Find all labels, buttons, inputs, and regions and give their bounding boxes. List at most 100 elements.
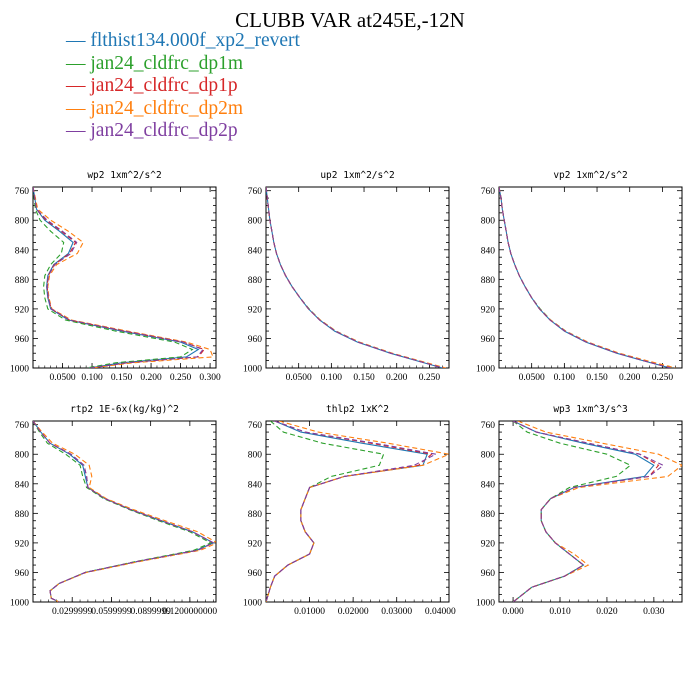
y-tick-label: 800: [15, 217, 30, 227]
chart-panel: rtp2 1E-6x(kg/kg)^2 760 800 840 880 920 960 100…: [10, 404, 217, 617]
series-line: [266, 187, 444, 368]
x-tick-label: 0.0500: [286, 373, 312, 383]
series-line: [499, 187, 672, 368]
legend-item: — jan24_cldfrc_dp2p: [66, 120, 300, 143]
x-tick-label: 0.020: [596, 607, 618, 617]
panel-title: rtp2 1E-6x(kg/kg)^2: [70, 404, 179, 415]
x-tick-label: 0.030: [643, 607, 665, 617]
y-tick-label: 880: [248, 510, 263, 520]
y-tick-label: 760: [15, 187, 30, 197]
series-line: [33, 421, 216, 602]
x-tick-label: 0.100: [81, 373, 103, 383]
x-tick-label: 0.0599999: [91, 607, 132, 617]
y-tick-label: 840: [481, 246, 496, 256]
legend-label: jan24_cldfrc_dp2m: [90, 97, 244, 119]
series-line: [512, 421, 660, 602]
y-tick-label: 960: [481, 569, 496, 579]
legend-item: — flthist134.000f_xp2_revert: [66, 30, 300, 53]
x-tick-label: 0.04000: [425, 607, 456, 617]
y-tick-label: 840: [15, 480, 30, 490]
x-tick-label: 0.000: [502, 607, 524, 617]
y-tick-label: 760: [248, 187, 263, 197]
y-tick-label: 880: [248, 276, 263, 286]
x-tick-label: 0.1200000000: [163, 607, 218, 617]
chart-panel: thlp2 1xK^2 760 800 840 880 920 960 1000 0.01000…: [243, 404, 456, 617]
legend-swatch: —: [66, 120, 91, 141]
y-tick-label: 920: [481, 305, 496, 315]
plot-frame: [32, 186, 217, 369]
y-tick-label: 920: [248, 305, 263, 315]
x-tick-label: 0.0500: [49, 373, 75, 383]
chart-panel: vp2 1xm^2/s^2 760 800 840 880 920 960 1000 0.050…: [476, 170, 683, 383]
y-tick-label: 880: [15, 510, 30, 520]
y-tick-label: 960: [248, 335, 263, 345]
legend-label: jan24_cldfrc_dp1m: [90, 52, 244, 74]
y-tick-label: 1000: [10, 599, 29, 609]
series-line: [266, 421, 385, 602]
y-tick-label: 760: [481, 421, 496, 431]
panel-title: up2 1xm^2/s^2: [320, 170, 394, 181]
y-tick-label: 800: [481, 451, 496, 461]
panel-title: wp3 1xm^3/s^3: [553, 404, 627, 415]
y-tick-label: 760: [15, 421, 30, 431]
y-tick-label: 800: [248, 217, 263, 227]
series-line: [266, 421, 438, 602]
y-tick-label: 1000: [243, 599, 262, 609]
y-tick-label: 840: [248, 480, 263, 490]
y-tick-label: 760: [248, 421, 263, 431]
plot-frame: [265, 420, 450, 603]
x-tick-label: 0.02000: [338, 607, 369, 617]
series-line: [266, 187, 443, 368]
x-tick-label: 0.100: [554, 373, 576, 383]
y-tick-label: 960: [15, 335, 30, 345]
series-line: [512, 421, 682, 602]
y-tick-label: 840: [15, 246, 30, 256]
y-tick-label: 960: [15, 569, 30, 579]
y-tick-label: 1000: [476, 599, 495, 609]
legend: — flthist134.000f_xp2_revert — jan24_cld…: [66, 30, 300, 143]
chart-panel: up2 1xm^2/s^2 760 800 840 880 920 960 1000 0.050…: [243, 170, 450, 383]
legend-label: jan24_cldfrc_dp1p: [90, 75, 238, 96]
series-line: [33, 187, 214, 368]
series-line: [512, 421, 632, 602]
series-line: [499, 187, 676, 368]
y-tick-label: 880: [15, 276, 30, 286]
x-tick-label: 0.0500: [519, 373, 545, 383]
series-line: [512, 421, 665, 602]
plot-frame: [498, 186, 683, 369]
series-line: [33, 187, 194, 368]
legend-swatch: —: [66, 75, 91, 96]
y-tick-label: 920: [248, 539, 263, 549]
x-tick-label: 0.150: [353, 373, 375, 383]
x-tick-label: 0.250: [419, 373, 441, 383]
x-tick-label: 0.100: [321, 373, 343, 383]
x-tick-label: 0.200: [619, 373, 641, 383]
y-tick-label: 920: [481, 539, 496, 549]
chart-panel: wp3 1xm^3/s^3 760 800 840 880 920 960 1000 0.000…: [476, 404, 683, 617]
y-tick-label: 1000: [476, 365, 495, 375]
x-tick-label: 0.03000: [381, 607, 412, 617]
series-line: [33, 421, 215, 602]
y-tick-label: 880: [481, 276, 496, 286]
panel-title: thlp2 1xK^2: [326, 404, 389, 415]
panel-title: vp2 1xm^2/s^2: [553, 170, 627, 181]
x-tick-label: 0.250: [652, 373, 674, 383]
legend-swatch: —: [66, 30, 91, 51]
x-tick-label: 0.0899999: [130, 607, 171, 617]
x-tick-label: 0.250: [170, 373, 192, 383]
chart-title: CLUBB VAR at245E,-12N: [235, 8, 465, 32]
x-tick-label: 0.300: [199, 373, 221, 383]
y-tick-label: 760: [481, 187, 496, 197]
legend-item: — jan24_cldfrc_dp1m: [66, 53, 300, 76]
y-tick-label: 840: [481, 480, 496, 490]
x-tick-label: 0.200: [386, 373, 408, 383]
y-tick-label: 960: [481, 335, 496, 345]
series-line: [33, 187, 206, 368]
legend-swatch: —: [66, 97, 91, 119]
y-tick-label: 800: [15, 451, 30, 461]
y-tick-label: 1000: [10, 365, 29, 375]
panel-title: wp2 1xm^2/s^2: [87, 170, 161, 181]
x-tick-label: 0.0299999: [52, 607, 93, 617]
y-tick-label: 880: [481, 510, 496, 520]
